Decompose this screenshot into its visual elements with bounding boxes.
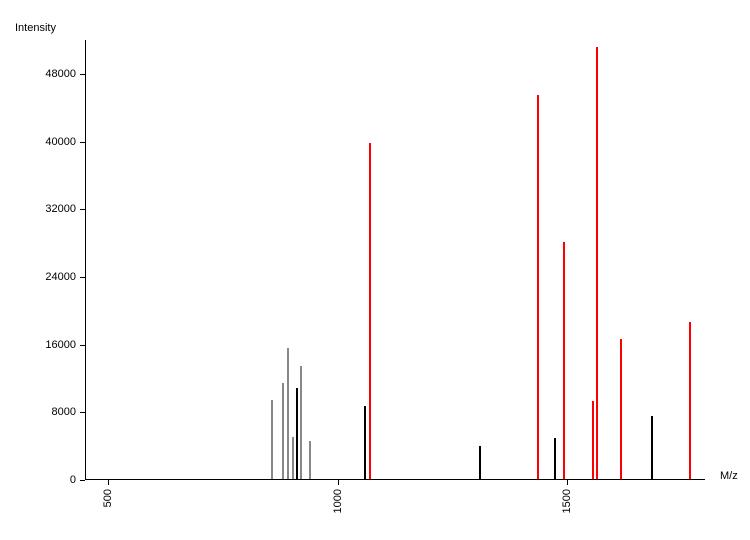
y-tick-label: 48000 — [0, 68, 76, 80]
x-tick-label: 500 — [102, 489, 114, 507]
y-tick-label: 32000 — [0, 203, 76, 215]
spectrum-peak — [689, 322, 691, 479]
spectrum-peak — [596, 47, 598, 479]
spectrum-peak — [369, 143, 371, 479]
spectrum-peak — [292, 437, 294, 479]
spectrum-peak — [309, 441, 311, 479]
y-tick — [80, 412, 85, 413]
spectrum-peak — [300, 366, 302, 479]
spectrum-peak — [563, 242, 565, 479]
y-tick — [80, 480, 85, 481]
chart-canvas: Intensity M/z 0 8000 16000 24000 32000 40000 4… — [0, 0, 750, 540]
spectrum-peak — [271, 400, 273, 479]
spectrum-peak — [592, 401, 594, 479]
plot-area — [85, 40, 705, 480]
y-tick-label: 0 — [0, 474, 76, 486]
y-tick — [80, 142, 85, 143]
y-tick — [80, 345, 85, 346]
y-tick-label: 16000 — [0, 339, 76, 351]
x-axis-label: M/z — [720, 470, 738, 482]
x-tick — [108, 480, 109, 485]
spectrum-peak — [537, 95, 539, 479]
y-tick-label: 24000 — [0, 271, 76, 283]
x-tick-label: 1500 — [561, 489, 573, 513]
spectrum-peak — [282, 383, 284, 479]
x-tick — [338, 480, 339, 485]
y-axis-label: Intensity — [15, 22, 56, 34]
spectrum-peak — [296, 388, 298, 479]
spectrum-peak — [554, 438, 556, 479]
spectrum-peak — [620, 339, 622, 479]
y-tick — [80, 74, 85, 75]
y-tick-label: 8000 — [0, 406, 76, 418]
x-tick — [567, 480, 568, 485]
spectrum-peak — [479, 446, 481, 479]
spectrum-peak — [364, 406, 366, 479]
y-tick — [80, 209, 85, 210]
y-tick — [80, 277, 85, 278]
x-tick-label: 1000 — [332, 489, 344, 513]
spectrum-peak — [287, 348, 289, 479]
y-tick-label: 40000 — [0, 136, 76, 148]
spectrum-peak — [651, 416, 653, 479]
